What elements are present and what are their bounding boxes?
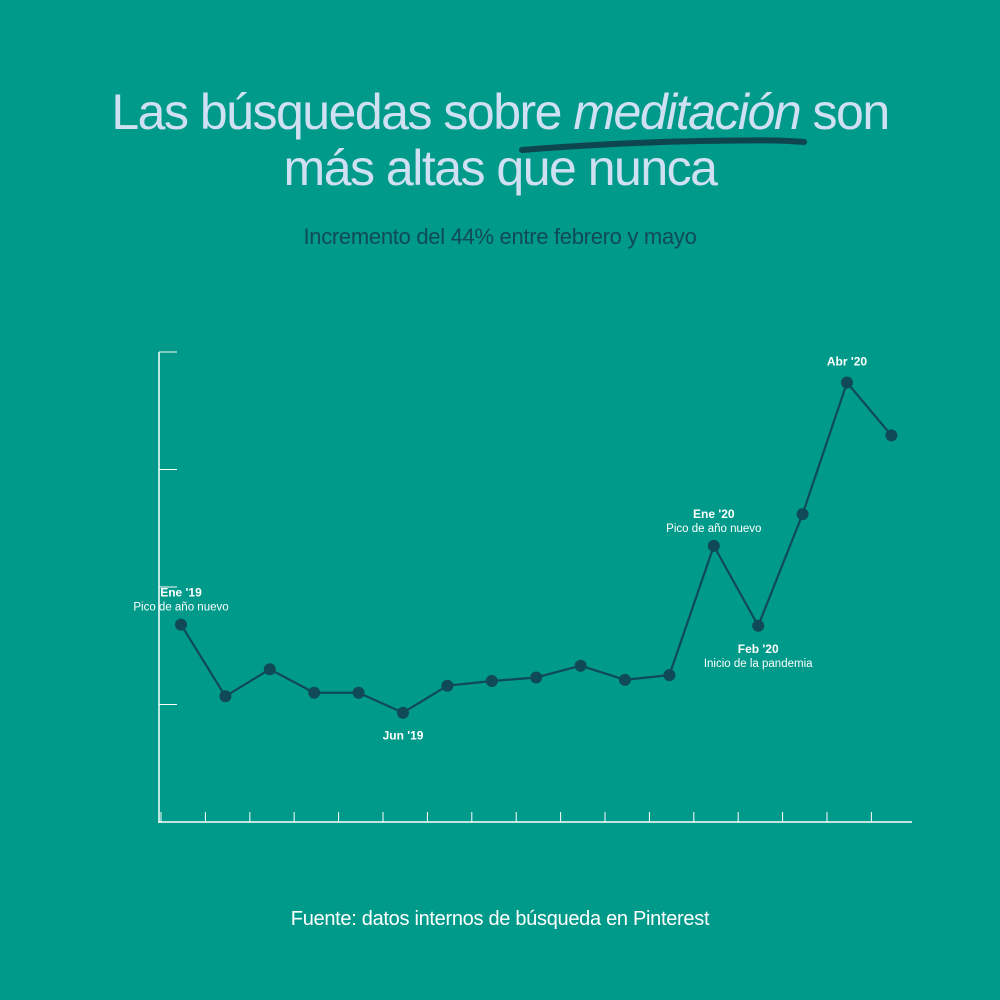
title-text-before: Las búsquedas sobre [111,84,574,140]
annotation-label: Feb '20 [738,642,779,656]
data-point [841,376,853,389]
data-point [263,663,276,676]
annotation-label: Abr '20 [827,355,868,369]
chart-axes [158,351,912,823]
data-point [796,508,809,521]
annotation-note: Pico de año nuevo [133,602,228,614]
data-point [619,673,631,686]
data-point [885,429,898,442]
data-point [308,686,321,699]
annotation-label: Ene '20 [693,507,735,521]
data-point [485,675,498,687]
annotation-label: Jun '19 [383,729,424,743]
annotation-note: Pico de año nuevo [666,523,761,535]
data-point [352,686,365,699]
data-point [752,619,765,632]
chart-series [175,376,898,719]
data-point [219,690,232,703]
data-point [707,539,720,552]
data-point [574,659,587,672]
chart-annotations: Ene '19 Pico de año nuevo Jun '19 Ene '20 Pi… [133,355,867,743]
annotation-label: Ene '19 [160,586,202,600]
data-point [530,671,543,684]
data-point [397,706,409,719]
chart-title: Las búsquedas sobre meditación son más a… [0,84,1000,196]
data-point [441,679,454,692]
title-line-2: más altas que nunca [283,140,718,196]
title-emphasis: meditación [573,84,801,140]
chart-subtitle: Incremento del 44% entre febrero y mayo [303,224,697,249]
source-note: Fuente: datos internos de búsqueda en Pi… [290,908,710,930]
data-point [663,669,676,682]
title-text-after: son [800,84,891,140]
annotation-note: Inicio de la pandemia [704,658,813,670]
title-underline-stroke [519,137,807,153]
data-point [175,618,187,631]
